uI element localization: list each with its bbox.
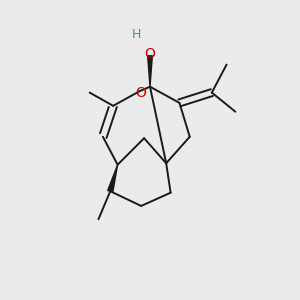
Text: O: O bbox=[145, 47, 155, 61]
Polygon shape bbox=[108, 165, 118, 192]
Text: O: O bbox=[135, 85, 146, 100]
Text: H: H bbox=[132, 28, 141, 41]
Polygon shape bbox=[148, 56, 152, 87]
